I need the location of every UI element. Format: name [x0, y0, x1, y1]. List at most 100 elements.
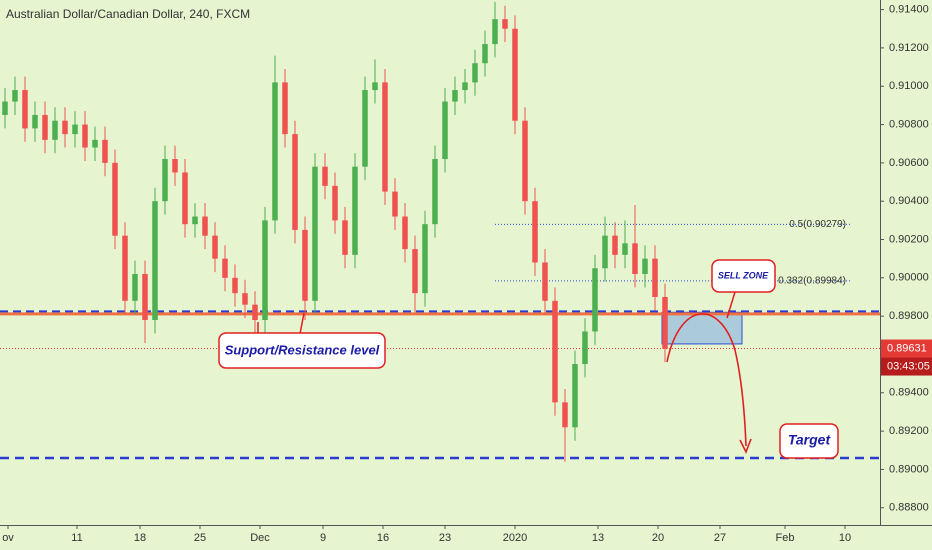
candle-body	[452, 90, 458, 102]
candle-body	[182, 172, 188, 225]
candle-body	[162, 159, 168, 202]
fib-label: 0.382(0.89984)	[778, 276, 846, 287]
plot-area: 0.5(0.90279) 0.382(0.89984)	[0, 1, 880, 462]
x-tick-label: ov	[2, 532, 14, 544]
candle-body	[232, 277, 238, 294]
support-label: Support/Resistance level	[225, 342, 380, 357]
candle-body	[352, 166, 358, 255]
candle-body	[332, 185, 338, 221]
x-tick-label: 27	[714, 532, 726, 544]
arrow-head	[739, 438, 752, 454]
candle-body	[152, 201, 158, 320]
fib-label: 0.5(0.90279)	[789, 219, 846, 230]
candle-body	[122, 235, 128, 301]
y-tick-label: 0.89400	[889, 387, 929, 399]
candle-body	[652, 258, 658, 297]
candle-body	[512, 28, 518, 121]
last-price-label: 0.89631	[887, 342, 927, 354]
candle-body	[242, 293, 248, 305]
x-tick-label: 18	[134, 532, 146, 544]
candle-body	[192, 216, 198, 225]
candle-body	[362, 90, 368, 167]
candle-body	[402, 216, 408, 250]
projection-arrow	[666, 313, 747, 447]
y-tick-label: 0.89800	[889, 310, 929, 322]
candle-body	[2, 101, 8, 115]
y-tick-label: 0.91200	[889, 42, 929, 54]
x-tick-label: Feb	[776, 532, 795, 544]
last-price-box	[881, 339, 932, 358]
callout-box	[218, 332, 386, 369]
candle-body	[412, 249, 418, 294]
candle-body	[82, 124, 88, 148]
x-tick-label: 9	[320, 532, 326, 544]
candle-body	[442, 101, 448, 160]
candle-body	[392, 191, 398, 217]
candle-body	[382, 82, 388, 192]
chart-title: Australian Dollar/Canadian Dollar, 240, …	[6, 7, 250, 21]
candle-body	[542, 262, 548, 301]
x-tick-label: 13	[592, 532, 604, 544]
candle-body	[102, 139, 108, 163]
callout-pointer	[257, 312, 305, 335]
candle-body	[52, 120, 58, 140]
candle-body	[582, 331, 588, 365]
x-tick-label: 2020	[503, 532, 527, 544]
candle-body	[562, 402, 568, 428]
candle-body	[322, 166, 328, 186]
candle-body	[262, 220, 268, 320]
candle-body	[592, 268, 598, 332]
y-tick-label: 0.91000	[889, 80, 929, 92]
candle-body	[342, 220, 348, 255]
candle-body	[32, 114, 38, 129]
y-tick-label: 0.90000	[889, 272, 929, 284]
candle-body	[622, 243, 628, 255]
candle-body	[302, 229, 308, 301]
candle-body	[572, 364, 578, 428]
candle-body	[42, 114, 48, 140]
candle-body	[602, 235, 608, 269]
countdown-label: 03:43:05	[887, 360, 930, 372]
sell-zone	[661, 311, 743, 345]
candle-body	[292, 134, 298, 230]
candle-body	[432, 159, 438, 225]
candle-body	[142, 273, 148, 320]
x-tick-label: 20	[652, 532, 664, 544]
candle-body	[172, 159, 178, 173]
candle-body	[22, 90, 28, 129]
countdown-box	[881, 357, 932, 376]
x-tick-label: 11	[71, 532, 82, 544]
x-tick-label: 10	[839, 532, 851, 544]
callout-box	[779, 423, 839, 459]
candle-body	[472, 63, 478, 83]
candle-body	[92, 139, 98, 148]
candle-body	[372, 82, 378, 91]
candle-body	[222, 258, 228, 278]
candle-body	[272, 82, 278, 221]
sell-zone-label: SELL ZONE	[718, 270, 769, 280]
x-tick-label: 23	[439, 532, 451, 544]
candle-body	[612, 235, 618, 255]
y-tick-label: 0.89000	[889, 463, 929, 475]
y-tick-label: 0.91400	[889, 3, 929, 15]
candle-body	[312, 166, 318, 301]
candle-body	[492, 19, 498, 45]
callout-box	[711, 259, 776, 293]
y-tick-label: 0.90200	[889, 233, 929, 245]
y-tick-label: 0.89200	[889, 425, 929, 437]
candle-body	[62, 120, 68, 135]
target-label: Target	[788, 432, 832, 448]
candle-body	[642, 258, 648, 274]
candle-body	[422, 224, 428, 294]
candle-body	[112, 162, 118, 236]
candle-body	[662, 296, 668, 349]
candle-body	[552, 300, 558, 403]
candle-body	[482, 44, 488, 64]
candle-body	[72, 124, 78, 135]
candle-body	[532, 201, 538, 263]
y-tick-label: 0.90800	[889, 118, 929, 130]
x-tick-label: Dec	[250, 532, 270, 544]
y-tick-label: 0.88800	[889, 502, 929, 514]
candle-body	[522, 120, 528, 202]
